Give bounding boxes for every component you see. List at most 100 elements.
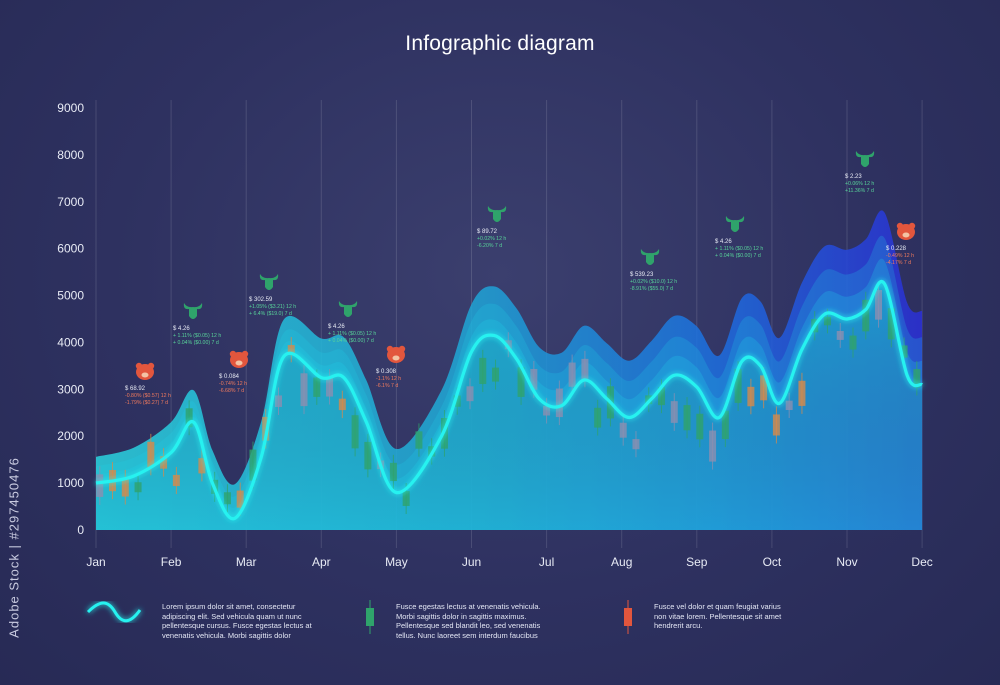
x-tick-label: Apr [312,555,331,569]
candle-body [134,482,142,493]
candle-body [492,367,500,382]
annotation-price: $ 4.26 [328,324,345,330]
bear-snout [235,360,243,366]
annotation-change: -1.1% 12 h [376,376,401,382]
candle-body [479,357,487,385]
annotation-price: $ 302.59 [249,297,273,303]
annotation-price: $ 2.23 [845,174,862,180]
bear-icon [230,352,248,368]
axis-ticks: Jan Feb Mar Apr May Jun Jul Aug Sep Oct Nov Dec 9000… [57,101,932,569]
y-tick-label: 4000 [57,335,84,349]
bull-icon [259,274,279,290]
annotation-change: + 0.04% ($0.00) 7 d [715,253,761,259]
annotation-change: -8.91% ($55.0) 7 d [630,286,673,292]
green-candle-icon [366,608,374,626]
candle-body [147,441,155,468]
bear-snout [902,232,910,238]
candle-body [658,387,666,406]
x-tick-label: Jun [462,555,481,569]
candle-body [402,491,410,506]
y-tick-label: 8000 [57,148,84,162]
candle-body [887,308,895,340]
candle-body [236,490,244,508]
candle-body [351,415,359,449]
annotation-price: $ 0.228 [886,246,907,252]
annotation-change: -0.74% 12 h [219,381,247,387]
candle-body [415,431,423,449]
candle-body [875,290,883,320]
annotation-price: $ 0.308 [376,369,397,375]
y-tick-label: 7000 [57,195,84,209]
candle-body [823,316,831,326]
candle-body [466,386,474,402]
annotation-price: $ 68.92 [125,386,146,392]
candle-body [913,369,921,388]
candle-body [836,330,844,340]
candle-body [453,395,461,407]
candle-body [696,413,704,440]
chart-title: Infographic diagram [405,32,595,55]
candle-body [313,377,321,397]
x-tick-label: May [385,555,408,569]
candle-body [543,405,551,416]
candle-body [287,345,295,355]
annotation-price: $ 4.26 [173,326,190,332]
annotation-price: $ 4.26 [715,239,732,245]
annotation-change: +0.02% 12 h [477,236,506,242]
candle-body [172,474,180,487]
candle-body [555,388,563,418]
bull-icon [338,301,358,317]
x-tick-label: Aug [611,555,632,569]
area-fade [96,281,923,550]
red-candle-icon [624,608,632,626]
candle-body [632,439,640,450]
candle-body [798,380,806,406]
x-tick-label: Jul [539,555,554,569]
annotation-change: -1.79% ($0.27) 7 d [125,400,168,406]
bear-icon [897,224,915,240]
y-tick-label: 9000 [57,101,84,115]
candle-body [683,405,691,431]
annotation-change: +0.06% 12 h [845,181,874,187]
y-tick-label: 0 [77,523,84,537]
candle-body [900,345,908,358]
candle-body [364,441,372,470]
annotation-change: -6.1% 7 d [376,383,398,389]
legend [86,600,632,634]
annotation-change: -6.68% 7 d [219,388,244,394]
x-tick-label: Dec [911,555,932,569]
candle-body [121,477,129,497]
candle-body [249,449,257,481]
annotation-price: $ 539.23 [630,272,654,278]
y-tick-label: 1000 [57,476,84,490]
candle-body [326,377,334,397]
x-tick-label: Oct [763,555,782,569]
legend-text-2: Fusce egestas lectus at venenatis vehicu… [396,602,541,640]
bear-snout [392,355,400,361]
candle-body [338,398,346,411]
candle-body [185,408,193,428]
annotation-change: -6.20% 7 d [477,243,502,249]
annotation-change: + 1.11% ($0.05) 12 h [328,331,376,337]
candle-body [785,400,793,411]
annotation-change: +1.05% ($3.21) 12 h [249,304,296,310]
x-tick-label: Mar [236,555,257,569]
candle-body [594,407,602,428]
x-tick-label: Jan [86,555,105,569]
y-tick-label: 6000 [57,242,84,256]
legend-text-1: Lorem ipsum dolor sit amet, consectetur … [162,602,312,640]
annotation-change: -4.17% 7 d [886,260,911,266]
candle-body [198,458,206,474]
candle-body [747,386,755,407]
bear-icon [136,364,154,380]
annotation-change: + 1.11% ($0.05) 12 h [715,246,763,252]
candle-body [772,414,780,436]
series-line-path [95,279,923,521]
candle-body [862,299,870,332]
candlesticks [96,282,921,516]
bull-icon [640,249,660,265]
bull-icon [725,216,745,232]
x-tick-label: Sep [686,555,708,569]
candle-body [223,492,231,505]
